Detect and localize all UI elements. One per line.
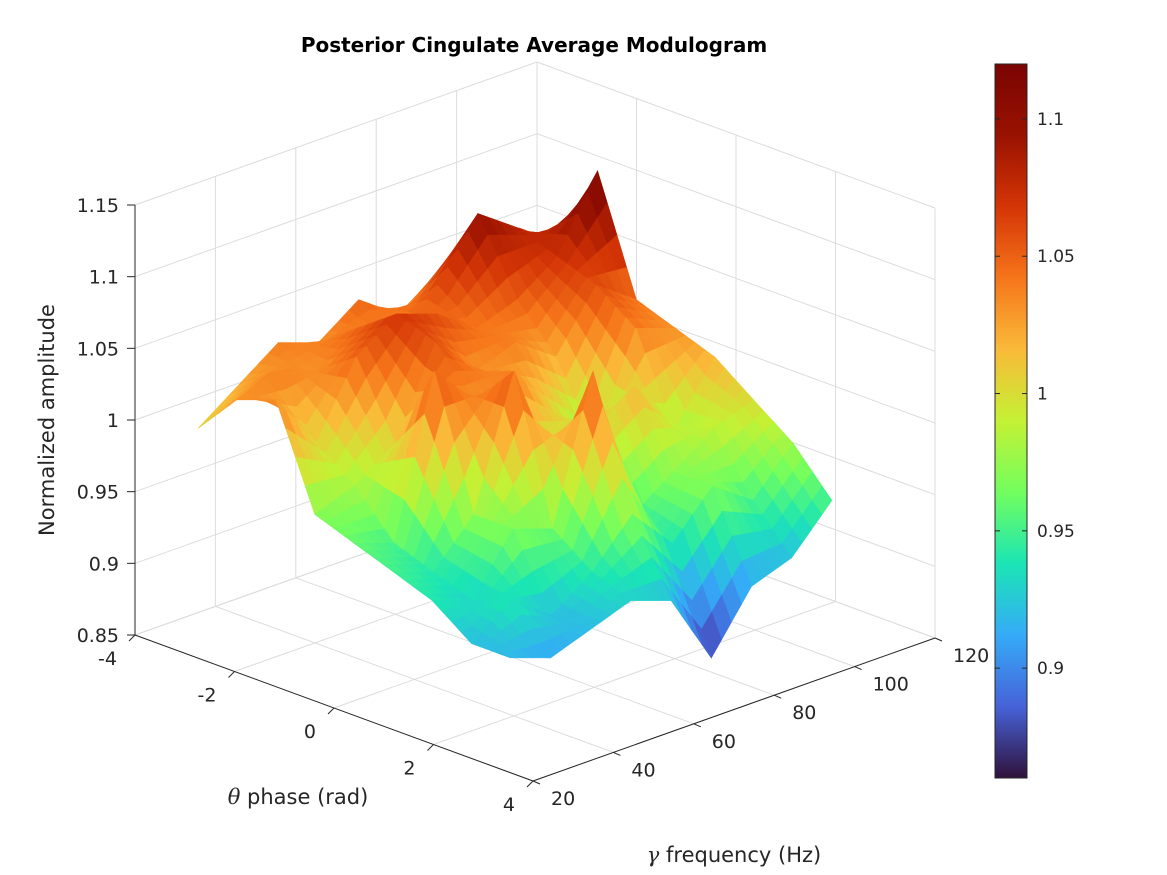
z-tick-label: 0.95: [77, 482, 119, 504]
x-axis-label: θ phase (rad): [228, 785, 369, 809]
x-tick-label: 4: [503, 794, 515, 816]
surface-patch: [207, 401, 228, 419]
colorbar-gradient: [994, 63, 1028, 779]
colorbar-ticks: 0.9 0.95 1 1.05 1.1: [995, 110, 1075, 679]
colorbar-tick-label: 1.1: [1037, 110, 1064, 130]
colorbar: 0.9 0.95 1 1.05 1.1: [994, 63, 1075, 779]
z-axis-label: Normalized amplitude: [35, 304, 59, 536]
z-tick-label: 0.85: [77, 625, 119, 647]
z-tick-label: 1.15: [77, 195, 119, 217]
chart-title: Posterior Cingulate Average Modulogram: [301, 33, 767, 57]
y-tick-label: 20: [551, 788, 575, 810]
y-tick-label: 100: [873, 674, 909, 696]
x-tick-label: 0: [304, 721, 316, 743]
x-tick-label: 2: [403, 758, 415, 780]
colorbar-tick-label: 1: [1037, 385, 1048, 405]
z-tick-label: 1.05: [77, 338, 119, 360]
y-tick-label: 40: [631, 759, 655, 781]
surface-plot: [197, 169, 833, 659]
y-axis-label: γ frequency (Hz): [647, 843, 821, 867]
tick-labels: 0.85 0.9 0.95 1 1.05 1.1 1.15 -4 -2 0 2 4 20 40 60 80 10…: [77, 195, 990, 816]
x-tick-label: -4: [98, 648, 117, 670]
z-tick-label: 1: [107, 410, 119, 432]
colorbar-tick-label: 0.95: [1037, 522, 1075, 542]
x-tick-label: -2: [198, 685, 217, 707]
y-tick-label: 120: [953, 645, 989, 667]
y-tick-label: 80: [792, 702, 816, 724]
colorbar-tick-label: 1.05: [1037, 247, 1075, 267]
z-tick-label: 1.1: [89, 267, 119, 289]
z-tick-label: 0.9: [89, 553, 119, 575]
y-tick-label: 60: [712, 731, 736, 753]
axes-lines: [127, 204, 943, 788]
surface-patch: [499, 651, 522, 659]
colorbar-tick-label: 0.9: [1037, 659, 1064, 679]
